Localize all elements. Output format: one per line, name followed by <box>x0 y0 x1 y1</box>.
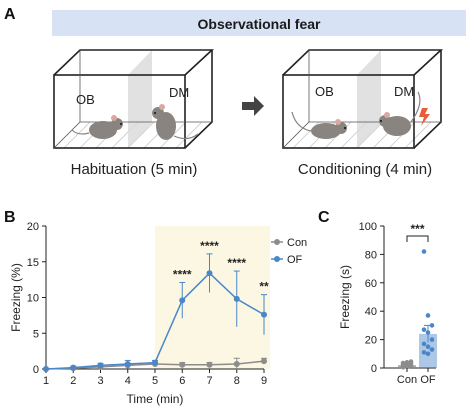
x-tick-label: 6 <box>179 375 185 387</box>
data-point-of <box>421 341 427 347</box>
mouse-icon-observer-2 <box>291 111 347 139</box>
y-tick-label: 100 <box>359 221 377 233</box>
mouse-icon-demonstrator-1 <box>152 104 199 140</box>
arrow-icon <box>242 96 264 116</box>
data-point-of <box>429 337 435 342</box>
x-tick-label: OF <box>420 374 436 386</box>
significance-label: *** <box>410 222 424 236</box>
bar-chart: 0 20 40 60 80 100 Freezing (s) Con OF *** <box>338 221 437 386</box>
highlight-region <box>155 226 270 369</box>
data-point-of <box>421 249 427 254</box>
x-tick-label: 2 <box>70 375 76 387</box>
data-point-con <box>179 361 186 368</box>
data-point-of <box>421 327 427 332</box>
data-point-of <box>124 360 131 367</box>
data-point-con <box>404 360 410 365</box>
y-tick-label: 10 <box>27 293 39 305</box>
y-tick-label: 20 <box>365 335 377 347</box>
data-point-of <box>425 330 431 335</box>
box2-left-label: OB <box>315 84 334 99</box>
conditioning-box: OB DM <box>282 49 444 149</box>
box1-right-label: DM <box>169 85 189 100</box>
legend-label: OF <box>287 254 303 266</box>
y-axis-title: Freezing (s) <box>338 265 352 329</box>
significance-bracket <box>406 235 429 242</box>
mouse-icon-demonstrator-2 <box>379 91 421 136</box>
y-tick-label: 5 <box>33 328 39 340</box>
banner-title: Observational fear <box>198 16 321 32</box>
data-point-con <box>408 359 414 364</box>
significance-label: **** <box>173 267 192 281</box>
data-point-of <box>429 347 435 352</box>
habituation-box: OB DM <box>53 49 215 149</box>
legend-marker <box>274 239 280 245</box>
x-tick-label: 4 <box>125 375 131 387</box>
data-point-of <box>421 350 427 355</box>
box2-caption: Conditioning (4 min) <box>298 161 432 178</box>
data-point-of <box>425 351 431 357</box>
data-point-of <box>429 323 435 328</box>
data-point-of <box>261 311 267 318</box>
mouse-icon-observer-1 <box>71 115 123 139</box>
y-tick-label: 15 <box>27 257 39 269</box>
x-axis-title: Time (min) <box>127 392 184 406</box>
x-tick-label: Con <box>397 374 417 386</box>
data-point-of <box>206 270 213 277</box>
data-point-of <box>43 366 49 372</box>
data-point-of <box>179 297 186 304</box>
x-tick-label: 5 <box>152 375 158 387</box>
panel-label-a: A <box>4 6 16 23</box>
y-tick-label: 40 <box>365 306 377 318</box>
y-tick-label: 60 <box>365 278 377 290</box>
legend-label: Con <box>287 237 307 249</box>
data-point-of <box>425 313 431 318</box>
x-tick-label: 3 <box>97 375 103 387</box>
x-tick-label: 9 <box>261 375 267 387</box>
data-point-of <box>97 362 104 369</box>
significance-label: ** <box>259 280 269 294</box>
significance-label: **** <box>227 256 246 270</box>
y-tick-label: 0 <box>33 364 39 376</box>
x-tick-label: 8 <box>234 375 240 387</box>
y-tick-label: 20 <box>27 221 39 233</box>
y-axis-title: Freezing (%) <box>9 263 23 332</box>
data-point-of <box>70 364 77 371</box>
y-tick-label: 80 <box>365 249 377 261</box>
data-point-of <box>425 344 431 350</box>
box1-left-label: OB <box>76 92 95 107</box>
box1-caption: Habituation (5 min) <box>71 161 198 178</box>
panel-label-b: B <box>4 209 16 226</box>
x-tick-label: 7 <box>206 375 212 387</box>
panel-label-c: C <box>318 209 330 226</box>
data-point-of <box>233 295 240 302</box>
banner <box>52 10 466 36</box>
data-point-con <box>261 358 267 365</box>
line-chart: 0 5 10 15 20 1 2 3 4 5 6 7 8 9 Time (min) Freezing (%) *… <box>9 221 307 406</box>
data-point-con <box>206 361 213 368</box>
y-tick-label: 0 <box>371 363 377 375</box>
shock-bolt-icon <box>419 108 430 126</box>
data-point-con <box>233 360 240 367</box>
legend-marker <box>274 256 280 262</box>
box2-right-label: DM <box>394 84 414 99</box>
data-point-of <box>152 359 158 366</box>
x-tick-label: 1 <box>43 375 49 387</box>
significance-label: **** <box>200 239 219 253</box>
data-point-con <box>400 360 406 366</box>
